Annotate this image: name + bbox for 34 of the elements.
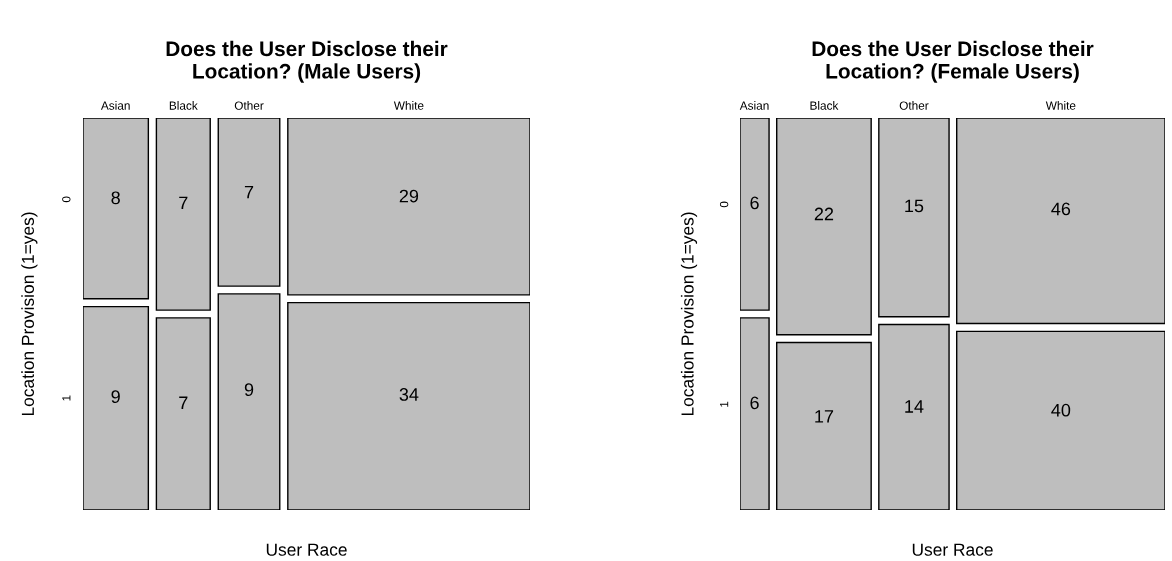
data-label: 9 [111, 390, 120, 403]
text: 1 [62, 395, 71, 401]
category-label: Black [169, 101, 198, 110]
text: 0 [62, 196, 71, 203]
data-label: 7 [179, 396, 188, 410]
category-label: Other [899, 101, 929, 110]
data-label: 34 [399, 388, 419, 401]
category-label: Other [234, 101, 264, 110]
data-label: 7 [179, 196, 188, 210]
data-label: 9 [244, 383, 254, 396]
category-label: White [1045, 101, 1076, 110]
text: Does the User Disclose their Location? (Male Users) [166, 40, 448, 83]
category-label: Black [810, 101, 839, 110]
data-label: 46 [1051, 202, 1071, 216]
text: User Race [266, 543, 347, 556]
category-label: Asian [100, 101, 130, 110]
data-label: 17 [815, 410, 834, 423]
text: 0 [719, 201, 729, 208]
category-label: Asian [739, 101, 769, 110]
data-label: 7 [244, 185, 254, 199]
text: User Race [912, 543, 993, 556]
data-label: 8 [111, 191, 120, 205]
data-label: 40 [1051, 403, 1071, 417]
text: 1 [720, 401, 729, 407]
data-label: 6 [750, 396, 759, 410]
text: Location Provision (1=yes) [680, 212, 698, 416]
data-label: 22 [814, 207, 834, 221]
data-label: 15 [905, 199, 924, 213]
text: Does the User Disclose their Location? (Female Users) [812, 40, 1094, 83]
category-label: White [393, 101, 424, 110]
text: Location Provision (1=yes) [21, 212, 38, 416]
data-label: 6 [750, 196, 759, 210]
data-label: 29 [399, 189, 419, 203]
data-label: 14 [905, 400, 924, 413]
